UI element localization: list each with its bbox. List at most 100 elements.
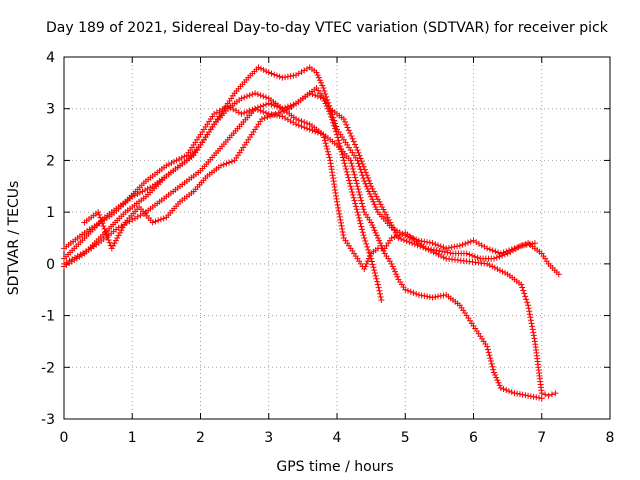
data-point (505, 388, 512, 395)
data-point (323, 143, 330, 150)
data-point (530, 329, 537, 336)
data-point (129, 193, 136, 200)
data-point (329, 116, 336, 123)
data-point (342, 118, 349, 125)
data-point (419, 244, 426, 251)
data-point (474, 254, 481, 261)
data-point (359, 203, 366, 210)
data-point (440, 254, 447, 261)
data-point (102, 228, 109, 235)
data-point (327, 110, 334, 117)
data-point (378, 242, 385, 249)
data-point (394, 232, 401, 239)
data-point (484, 260, 491, 267)
data-point (360, 163, 367, 170)
series-track-4 (61, 103, 545, 402)
data-point (521, 242, 528, 249)
data-point (97, 214, 104, 221)
data-point (371, 267, 378, 274)
data-point (264, 113, 271, 120)
data-point (496, 253, 503, 260)
y-tick-label: -3 (41, 412, 55, 428)
data-point (345, 174, 352, 181)
data-point (317, 130, 324, 137)
data-point (265, 69, 272, 76)
data-point (168, 160, 175, 167)
data-point (508, 389, 515, 396)
data-point (347, 130, 354, 137)
data-point (315, 74, 322, 81)
data-point (491, 264, 498, 271)
data-point (346, 180, 353, 187)
data-point (355, 212, 362, 219)
data-point (527, 314, 534, 321)
data-point (181, 153, 188, 160)
data-point (343, 166, 350, 173)
data-point (393, 271, 400, 278)
data-point (520, 287, 527, 294)
data-point (352, 174, 359, 181)
data-point (435, 293, 442, 300)
data-point (499, 268, 506, 275)
data-point (163, 162, 170, 169)
data-point (377, 240, 384, 247)
data-point (368, 219, 375, 226)
data-point (411, 241, 418, 248)
data-point (363, 260, 370, 267)
data-point (118, 227, 125, 234)
data-point (437, 292, 444, 299)
data-point (429, 240, 436, 247)
data-point (410, 289, 417, 296)
data-point (388, 260, 395, 267)
data-point (114, 235, 121, 241)
data-point (112, 237, 119, 244)
data-point (432, 250, 439, 257)
data-point (511, 390, 518, 397)
data-point (552, 390, 559, 397)
x-tick-label: 5 (401, 430, 410, 446)
data-point (485, 349, 492, 356)
data-point (318, 79, 325, 86)
data-point (522, 293, 529, 300)
data-point (298, 123, 305, 130)
data-point (424, 239, 431, 246)
data-point (116, 229, 123, 236)
data-point (392, 268, 399, 275)
data-point (228, 158, 235, 165)
data-point (495, 249, 502, 256)
data-point (271, 102, 278, 109)
data-point (493, 374, 500, 381)
data-point (371, 270, 378, 277)
data-point (456, 242, 463, 249)
data-point (407, 234, 414, 241)
data-point (155, 217, 162, 224)
x-tick-label: 1 (128, 430, 137, 446)
data-point (320, 85, 327, 92)
data-point (388, 235, 395, 241)
data-point (503, 387, 510, 394)
data-point (309, 127, 316, 134)
chart-title: Day 189 of 2021, Sidereal Day-to-day VTE… (46, 20, 609, 36)
data-point (322, 90, 329, 97)
data-point (389, 224, 396, 231)
data-point (267, 112, 274, 119)
data-point (359, 200, 366, 207)
data-point (526, 308, 533, 315)
x-tick-label: 2 (196, 430, 205, 446)
data-point (324, 148, 331, 155)
data-point (295, 117, 302, 124)
data-point (380, 247, 387, 254)
data-point (246, 92, 253, 99)
x-tick-label: 8 (606, 430, 615, 446)
data-point (530, 393, 537, 400)
data-point (523, 296, 530, 303)
data-point (487, 355, 494, 362)
y-tick-label: 2 (46, 153, 55, 169)
data-point (374, 196, 381, 203)
data-point (326, 154, 333, 161)
data-point (496, 382, 503, 389)
data-point (362, 169, 369, 176)
data-point (290, 72, 297, 79)
data-point (367, 180, 374, 187)
